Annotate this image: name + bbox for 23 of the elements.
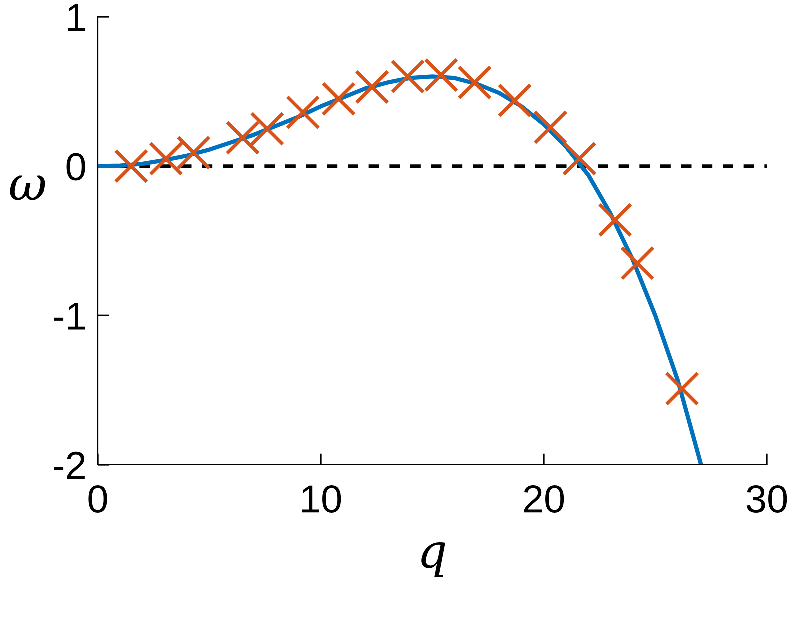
- y-tick-label: -1: [54, 303, 85, 330]
- x-axis-title: q: [422, 542, 446, 578]
- x-tick-label: 20: [524, 485, 564, 514]
- point: [250, 112, 285, 146]
- point: [620, 246, 655, 281]
- y-tick-label: 0: [66, 153, 86, 181]
- point: [114, 149, 149, 184]
- point: [226, 120, 260, 156]
- x-tick-label: 30: [746, 485, 788, 514]
- point: [498, 83, 532, 118]
- y-tick-label: 1: [68, 4, 85, 32]
- x-tick-label: 10: [302, 485, 342, 514]
- point: [562, 142, 597, 176]
- point: [598, 202, 633, 238]
- y-tick-label: -2: [54, 452, 85, 480]
- point: [286, 95, 320, 130]
- x-tick-label: 0: [88, 485, 108, 514]
- point: [664, 372, 700, 406]
- y-axis-title: ω: [10, 176, 46, 200]
- point: [176, 136, 212, 170]
- point: [355, 70, 390, 104]
- point: [322, 82, 356, 116]
- point: [533, 110, 568, 145]
